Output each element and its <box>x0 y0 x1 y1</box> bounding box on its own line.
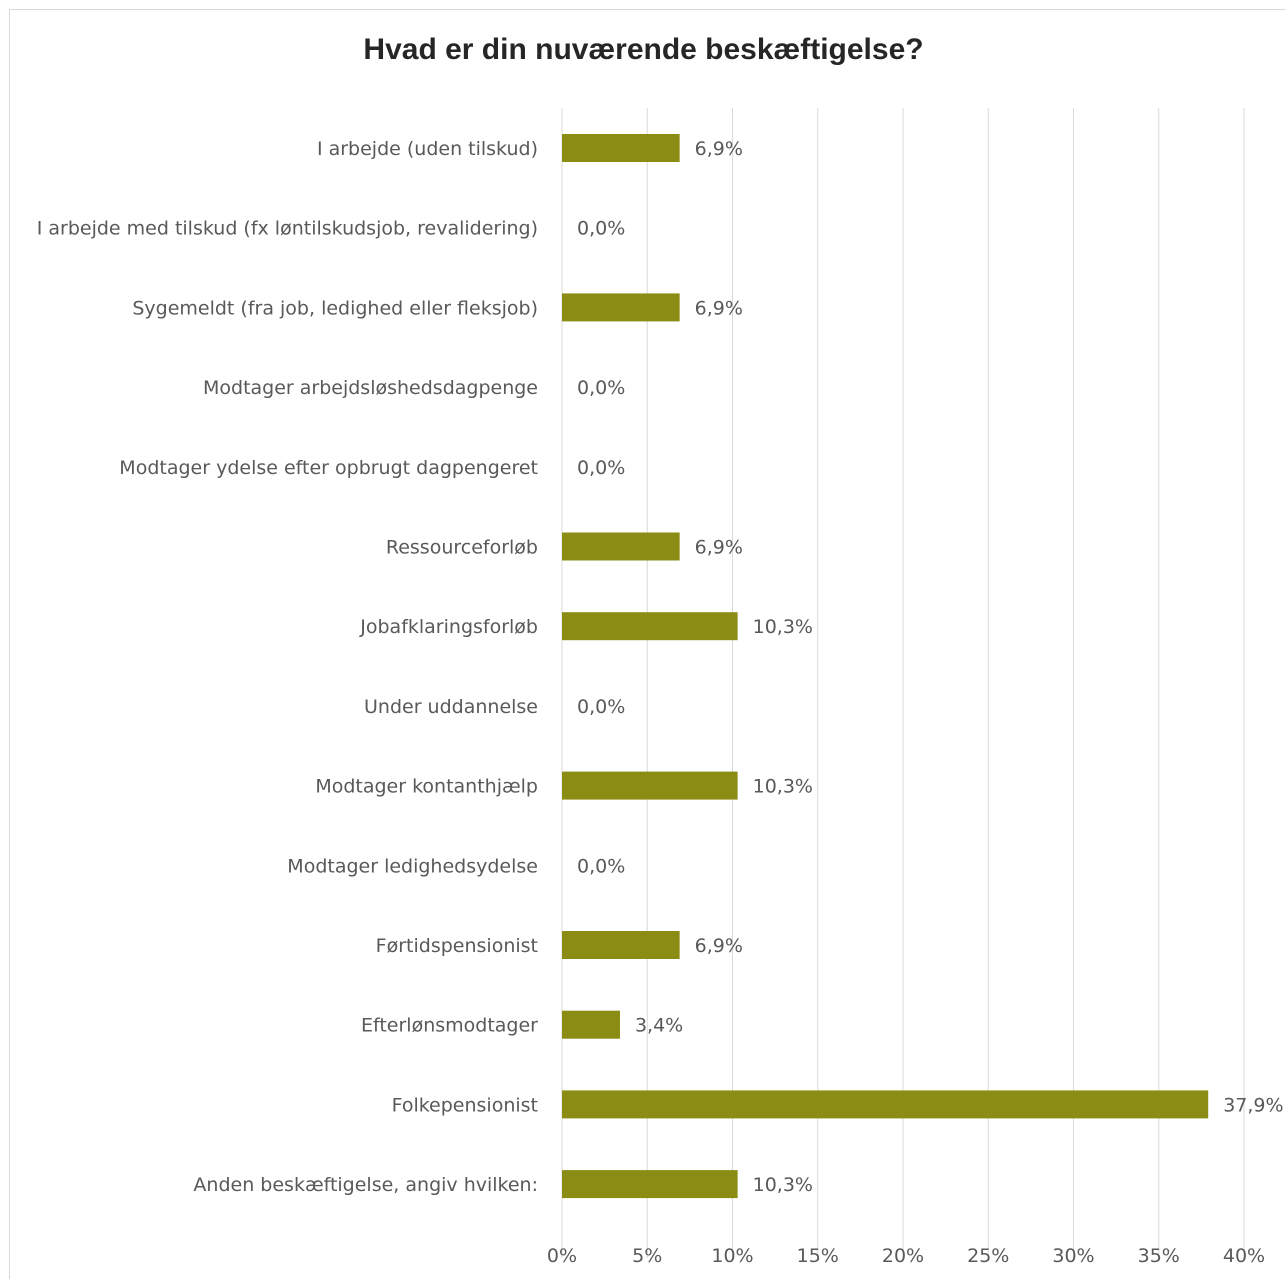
category-label: Ressourceforløb <box>386 537 538 559</box>
x-tick-label: 0% <box>547 1245 577 1267</box>
category-label: I arbejde (uden tilskud) <box>317 138 538 160</box>
data-label: 10,3% <box>753 1174 813 1196</box>
value-labels: 6,9% 0,0% 6,9% 0,0% 0,0% 6,9% 10,3% 0,0% 10,3% 0,… <box>577 138 1284 1196</box>
data-label: 37,9% <box>1223 1094 1283 1116</box>
category-labels: I arbejde (uden tilskud) I arbejde med ti… <box>37 138 538 1196</box>
bar <box>562 612 738 641</box>
data-label: 10,3% <box>753 776 813 798</box>
category-label: Folkepensionist <box>392 1094 538 1116</box>
data-label: 6,9% <box>695 138 743 160</box>
x-tick-label: 30% <box>1052 1245 1094 1267</box>
x-axis-tick-labels: 0% 5% 10% 15% 20% 25% 30% 35% 40% <box>547 1245 1265 1267</box>
category-label: Modtager ydelse efter opbrugt dagpengere… <box>119 457 538 479</box>
category-label: Modtager ledighedsydelse <box>287 855 538 877</box>
bar <box>562 1090 1209 1119</box>
chart-title: Hvad er din nuværende beskæftigelse? <box>363 33 924 66</box>
gridlines <box>561 108 1245 1258</box>
category-label: Sygemeldt (fra job, ledighed eller fleks… <box>132 297 538 319</box>
data-label: 10,3% <box>753 616 813 638</box>
x-tick-label: 40% <box>1223 1245 1265 1267</box>
x-tick-label: 5% <box>632 1245 662 1267</box>
bar <box>562 1170 738 1199</box>
data-label: 0,0% <box>577 696 625 718</box>
data-label: 0,0% <box>577 218 625 240</box>
category-label: Modtager arbejdsløshedsdagpenge <box>203 377 538 399</box>
x-tick-label: 20% <box>882 1245 924 1267</box>
data-label: 6,9% <box>695 297 743 319</box>
data-label: 6,9% <box>695 537 743 559</box>
category-label: I arbejde med tilskud (fx løntilskudsjob… <box>37 218 538 240</box>
data-label: 0,0% <box>577 855 625 877</box>
bar <box>562 532 680 561</box>
x-tick-label: 10% <box>711 1245 753 1267</box>
category-label: Jobafklaringsforløb <box>359 616 538 638</box>
category-label: Førtidspensionist <box>376 935 538 957</box>
x-tick-label: 35% <box>1138 1245 1180 1267</box>
bar <box>562 293 680 322</box>
category-label: Under uddannelse <box>364 696 538 718</box>
x-tick-label: 15% <box>797 1245 839 1267</box>
category-label: Modtager kontanthjælp <box>315 776 538 798</box>
data-label: 3,4% <box>635 1015 683 1037</box>
bars <box>562 134 1209 1199</box>
category-label: Anden beskæftigelse, angiv hvilken: <box>193 1174 538 1196</box>
x-tick-label: 25% <box>967 1245 1009 1267</box>
data-label: 0,0% <box>577 457 625 479</box>
data-label: 0,0% <box>577 377 625 399</box>
category-label: Efterlønsmodtager <box>361 1015 538 1037</box>
bar <box>562 134 680 162</box>
data-label: 6,9% <box>695 935 743 957</box>
bar <box>562 771 738 800</box>
bar <box>562 1010 620 1039</box>
bar <box>562 931 680 959</box>
